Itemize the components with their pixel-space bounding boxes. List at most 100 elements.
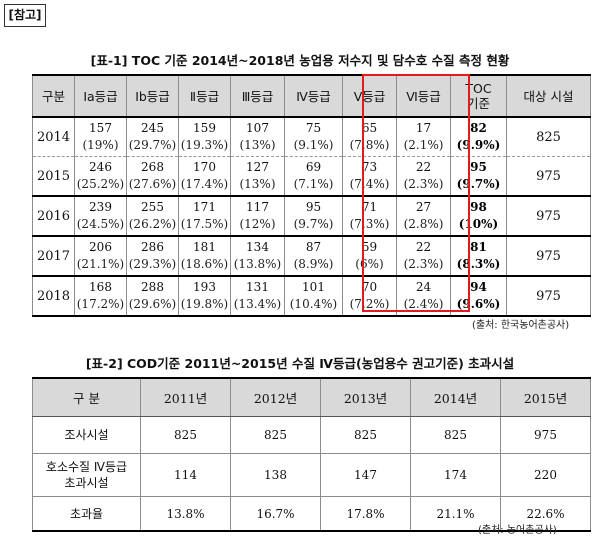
count-value: 82 (470, 121, 487, 135)
percent-value: (7.3%) (349, 217, 390, 231)
table-row: 초과율 13.8% 16.7% 17.8% 21.1% 22.6% (32, 496, 591, 532)
percent-value: (13%) (239, 177, 276, 191)
row-label: 초과율 (32, 496, 141, 532)
count-value: 101 (302, 280, 325, 294)
table-row: 2015 246 (25.2%) 268 (27.6%) 170 (17.4%) 127 (13… (32, 156, 591, 196)
header-year-2012: 2012년 (230, 377, 321, 417)
grade-cell: 193 (19.8%) (178, 275, 231, 316)
year-cell: 2015 (32, 156, 75, 196)
percent-value: (2.8%) (403, 217, 444, 231)
count-value: 17 (415, 121, 432, 135)
count-value: 255 (141, 200, 164, 214)
value-cell: 174 (410, 453, 501, 497)
percent-value: (9.7%) (293, 217, 334, 231)
year-cell: 2018 (32, 275, 75, 316)
percent-value: (12%) (239, 217, 276, 231)
target-cell: 825 (506, 116, 591, 157)
percent-value: (24.5%) (76, 217, 125, 231)
percent-value: (10%) (458, 217, 499, 231)
count-value: 170 (193, 160, 216, 174)
grade-cell: 157 (19%) (74, 116, 127, 157)
grade-cell: 245 (29.7%) (126, 116, 179, 157)
count-value: 157 (89, 121, 112, 135)
grade-cell: 24 (2.4%) (396, 275, 451, 316)
grade-cell: 288 (29.6%) (126, 275, 179, 316)
percent-value: (13.8%) (233, 257, 282, 271)
table-row: 조사시설 825 825 825 825 975 (32, 416, 591, 454)
percent-value: (9.6%) (456, 297, 501, 311)
table-row: 2016 239 (24.5%) 255 (26.2%) 171 (17.5%) 117 (12… (32, 195, 591, 236)
header-year-2011: 2011년 (140, 377, 231, 417)
count-value: 87 (305, 240, 322, 254)
header-grade-4: Ⅳ등급 (284, 74, 343, 118)
target-cell: 975 (506, 195, 591, 236)
count-value: 246 (89, 160, 112, 174)
percent-value: (26.2%) (128, 217, 177, 231)
value-cell: 13.8% (140, 496, 231, 532)
grade-cell: 159 (19.3%) (178, 116, 231, 157)
count-value: 127 (246, 160, 269, 174)
value-cell: 22.6% (500, 496, 591, 532)
count-value: 94 (470, 280, 487, 294)
count-value: 134 (246, 240, 269, 254)
grade-cell: 70 (7.2%) (342, 275, 397, 316)
count-value: 75 (305, 121, 322, 135)
grade-cell: 168 (17.2%) (74, 275, 127, 316)
count-value: 181 (193, 240, 216, 254)
header-grade-2: Ⅱ등급 (178, 74, 231, 118)
count-value: 71 (361, 200, 378, 214)
grade-cell: 268 (27.6%) (126, 156, 179, 196)
percent-value: (19.8%) (180, 297, 229, 311)
percent-value: (2.3%) (403, 257, 444, 271)
year-cell: 2014 (32, 116, 75, 157)
percent-value: (17.2%) (76, 297, 125, 311)
count-value: 81 (470, 240, 487, 254)
table-row: 2017 206 (21.1%) 286 (29.3%) 181 (18.6%) 134 (13… (32, 235, 591, 276)
value-cell: 825 (410, 416, 501, 454)
value-cell: 114 (140, 453, 231, 497)
count-value: 27 (415, 200, 432, 214)
grade-cell: 22 (2.3%) (396, 156, 451, 196)
row-label: 조사시설 (32, 416, 141, 454)
count-value: 22 (415, 160, 432, 174)
grade-cell: 69 (7.1%) (284, 156, 343, 196)
table1-header-row: 구분 Ia등급 Ib등급 Ⅱ등급 Ⅲ등급 Ⅳ등급 Ⅴ등급 Ⅵ등급 TOC 기준 … (32, 74, 591, 118)
percent-value: (9.9%) (456, 138, 501, 152)
count-value: 24 (415, 280, 432, 294)
percent-value: (7.1%) (293, 177, 334, 191)
header-grade-ib: Ib등급 (126, 74, 179, 118)
percent-value: (7.8%) (349, 138, 390, 152)
count-value: 22 (415, 240, 432, 254)
year-cell: 2017 (32, 235, 75, 276)
table-row: 호소수질 Ⅳ등급 초과시설 114 138 147 174 220 (32, 453, 591, 497)
percent-value: (13%) (239, 138, 276, 152)
table1-caption: [표-1] TOC 기준 2014년~2018년 농업용 저수지 및 담수호 수… (90, 53, 510, 68)
percent-value: (29.7%) (128, 138, 177, 152)
count-value: 70 (361, 280, 378, 294)
table-row: 2018 168 (17.2%) 288 (29.6%) 193 (19.8%) 131 (13… (32, 275, 591, 316)
percent-value: (2.4%) (403, 297, 444, 311)
table2-caption: [표-2] COD기준 2011년~2015년 수질 Ⅳ등급(농업용수 권고기준… (85, 356, 515, 371)
reference-tag: [참고] (4, 4, 46, 27)
percent-value: (21.1%) (76, 257, 125, 271)
count-value: 268 (141, 160, 164, 174)
count-value: 95 (305, 200, 322, 214)
grade-cell: 127 (13%) (230, 156, 285, 196)
percent-value: (29.6%) (128, 297, 177, 311)
value-cell: 138 (230, 453, 321, 497)
count-value: 107 (246, 121, 269, 135)
percent-value: (19.3%) (180, 138, 229, 152)
header-toc-standard: TOC 기준 (450, 74, 507, 118)
value-cell: 16.7% (230, 496, 321, 532)
count-value: 65 (361, 121, 378, 135)
row-label: 호소수질 Ⅳ등급 초과시설 (32, 453, 141, 497)
cod-exceed-table: 구 분 2011년 2012년 2013년 2014년 2015년 조사시설 82… (32, 377, 591, 532)
percent-value: (6%) (355, 257, 384, 271)
grade-cell: 71 (7.3%) (342, 195, 397, 236)
header-year-2013: 2013년 (320, 377, 411, 417)
count-value: 73 (361, 160, 378, 174)
grade-cell: 246 (25.2%) (74, 156, 127, 196)
grade-cell: 87 (8.9%) (284, 235, 343, 276)
header-category: 구분 (32, 74, 75, 118)
grade-cell: 75 (9.1%) (284, 116, 343, 157)
